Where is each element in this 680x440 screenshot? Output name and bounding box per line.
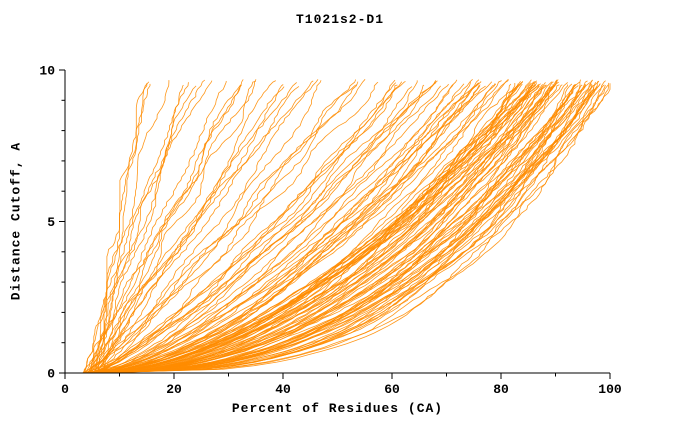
model-curve bbox=[83, 82, 535, 374]
model-curve bbox=[94, 80, 256, 374]
model-curve bbox=[81, 83, 611, 374]
model-curve bbox=[89, 80, 599, 374]
model-curve bbox=[97, 79, 319, 374]
model-curve bbox=[89, 83, 512, 374]
model-curve bbox=[82, 83, 523, 374]
model-curve bbox=[98, 81, 402, 374]
chart-title: T1021s2-D1 bbox=[295, 12, 384, 27]
model-curve bbox=[92, 83, 496, 374]
model-curve bbox=[82, 84, 568, 374]
model-curve bbox=[89, 80, 418, 374]
model-curves bbox=[81, 78, 611, 374]
model-curve bbox=[99, 86, 594, 374]
model-curve bbox=[83, 84, 577, 374]
model-curve bbox=[97, 80, 509, 374]
model-curve bbox=[100, 80, 588, 374]
model-curve bbox=[98, 82, 148, 373]
model-curve bbox=[99, 81, 523, 374]
y-tick-label: 10 bbox=[39, 64, 55, 79]
model-curve bbox=[98, 82, 479, 374]
model-curve bbox=[99, 85, 540, 374]
model-curve bbox=[86, 81, 554, 374]
model-curve bbox=[89, 81, 406, 374]
x-tick-label: 0 bbox=[61, 382, 69, 397]
model-curve bbox=[87, 83, 519, 374]
model-curve bbox=[99, 85, 575, 374]
model-curve bbox=[91, 83, 516, 374]
x-axis-label: Percent of Residues (CA) bbox=[231, 401, 444, 416]
model-curve bbox=[103, 79, 206, 374]
model-curve bbox=[95, 84, 481, 374]
model-curve bbox=[94, 84, 547, 374]
model-curve bbox=[83, 83, 541, 374]
model-curve bbox=[92, 83, 601, 374]
model-curve bbox=[83, 81, 379, 374]
model-curve bbox=[84, 79, 244, 374]
model-curve bbox=[91, 84, 544, 374]
model-curve bbox=[96, 80, 276, 374]
model-curve bbox=[87, 79, 559, 374]
x-tick-label: 20 bbox=[166, 382, 182, 397]
model-curve bbox=[94, 82, 189, 373]
model-curve bbox=[83, 81, 522, 374]
model-curve bbox=[88, 85, 442, 374]
model-curve bbox=[91, 79, 581, 374]
model-curve bbox=[94, 84, 184, 374]
model-curve bbox=[95, 84, 242, 374]
model-curve bbox=[97, 85, 486, 374]
model-curve bbox=[87, 80, 438, 374]
model-curve bbox=[97, 80, 322, 374]
model-curve bbox=[99, 82, 609, 374]
model-curve bbox=[97, 84, 593, 374]
y-tick-label: 5 bbox=[47, 215, 55, 230]
model-curve bbox=[102, 82, 568, 374]
model-curve bbox=[101, 80, 606, 374]
model-curve bbox=[85, 84, 425, 374]
model-curve bbox=[84, 80, 437, 374]
model-curve bbox=[100, 86, 597, 374]
model-curve bbox=[86, 86, 553, 374]
model-curve bbox=[86, 81, 359, 374]
model-curve bbox=[89, 84, 398, 374]
model-curve bbox=[84, 79, 257, 374]
model-curve bbox=[95, 78, 509, 374]
model-curve bbox=[102, 81, 553, 374]
model-curve bbox=[88, 79, 473, 374]
x-tick-label: 80 bbox=[493, 382, 509, 397]
model-curve bbox=[85, 83, 465, 374]
y-tick-label: 0 bbox=[47, 367, 55, 382]
model-curve bbox=[90, 81, 559, 374]
x-tick-label: 100 bbox=[598, 382, 622, 397]
x-tick-label: 40 bbox=[275, 382, 291, 397]
model-curve bbox=[89, 82, 297, 374]
model-curve bbox=[100, 86, 285, 374]
x-tick-label: 60 bbox=[384, 382, 400, 397]
model-curve bbox=[83, 81, 492, 374]
model-curve bbox=[99, 84, 606, 374]
model-curve bbox=[88, 84, 595, 374]
model-curve bbox=[90, 80, 170, 373]
model-curve bbox=[83, 86, 300, 374]
model-curve bbox=[92, 80, 314, 374]
model-curve bbox=[100, 79, 480, 374]
axes: 0 20 40 60 80 100 0 5 10 bbox=[39, 64, 622, 398]
model-curve bbox=[100, 82, 437, 374]
model-curve bbox=[84, 84, 605, 374]
model-curve bbox=[97, 86, 543, 374]
model-curve bbox=[96, 84, 242, 374]
model-curve bbox=[87, 81, 227, 374]
model-curve bbox=[82, 80, 213, 374]
model-curve bbox=[90, 81, 580, 374]
